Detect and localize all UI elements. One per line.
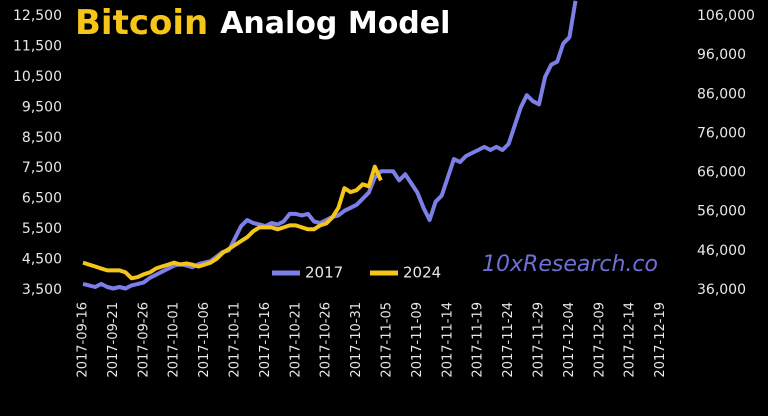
series-line — [82, 164, 383, 281]
x-tick-label: 2017-11-14 — [440, 302, 455, 378]
x-tick-label: 2017-09-16 — [76, 302, 91, 378]
x-tick-label: 2017-10-06 — [197, 302, 212, 378]
x-tick-label: 2017-12-14 — [623, 302, 638, 378]
x-tick-label: 2017-12-09 — [592, 302, 607, 378]
y2-tick-label: 56,000 — [697, 204, 746, 220]
y-tick-label: 8,500 — [22, 130, 62, 146]
y-tick-label: 12,500 — [13, 8, 62, 24]
series-line — [82, 0, 578, 291]
x-tick-label: 2017-09-26 — [136, 302, 151, 378]
y-tick-label: 9,500 — [22, 99, 62, 115]
watermark: 10xResearch.co — [482, 252, 658, 277]
x-tick-label: 2017-10-16 — [258, 302, 273, 378]
y2-tick-label: 76,000 — [697, 125, 746, 141]
y2-tick-label: 46,000 — [697, 243, 746, 259]
y-tick-label: 5,500 — [22, 221, 62, 237]
x-tick-label: 2017-10-26 — [319, 302, 334, 378]
x-tick-label: 2017-10-31 — [349, 302, 364, 378]
y-tick-label: 4,500 — [22, 252, 62, 268]
legend-label: 2017 — [305, 264, 343, 282]
y2-tick-label: 96,000 — [697, 47, 746, 63]
title-part: Analog Model — [220, 6, 450, 41]
legend-label: 2024 — [403, 264, 441, 282]
x-tick-label: 2017-11-09 — [410, 302, 425, 378]
y-tick-label: 6,500 — [22, 191, 62, 207]
x-tick-label: 2017-12-04 — [562, 302, 577, 378]
x-tick-label: 2017-12-19 — [653, 302, 668, 378]
x-tick-label: 2017-11-05 — [380, 302, 395, 378]
chart-title: Bitcoin Analog Model — [75, 3, 450, 43]
y-tick-label: 10,500 — [13, 69, 62, 85]
y2-tick-label: 66,000 — [697, 165, 746, 181]
y-tick-label: 3,500 — [22, 282, 62, 298]
y-tick-label: 11,500 — [13, 38, 62, 54]
x-tick-label: 2017-09-21 — [106, 302, 121, 378]
y-tick-label: 7,500 — [22, 160, 62, 176]
x-tick-label: 2017-11-24 — [501, 302, 516, 378]
y2-tick-label: 86,000 — [697, 86, 746, 102]
x-tick-label: 2017-10-01 — [167, 302, 182, 378]
x-tick-label: 2017-10-21 — [288, 302, 303, 378]
x-tick-label: 2017-11-29 — [532, 302, 547, 378]
title-part: Bitcoin — [75, 3, 208, 43]
y2-tick-label: 36,000 — [697, 282, 746, 298]
x-tick-label: 2017-10-11 — [228, 302, 243, 378]
y2-tick-label: 106,000 — [697, 8, 755, 24]
x-tick-label: 2017-11-19 — [471, 302, 486, 378]
